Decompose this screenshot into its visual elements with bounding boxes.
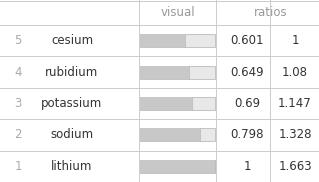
- Bar: [140, 128, 215, 141]
- Bar: [140, 160, 215, 173]
- Bar: [140, 66, 189, 79]
- Bar: [140, 66, 215, 79]
- Bar: [140, 34, 215, 47]
- Text: 1.08: 1.08: [282, 66, 308, 79]
- Bar: [140, 34, 185, 47]
- Text: 0.69: 0.69: [234, 97, 260, 110]
- Text: 0.601: 0.601: [230, 34, 264, 47]
- Text: 1.147: 1.147: [278, 97, 312, 110]
- Text: lithium: lithium: [51, 160, 93, 173]
- Text: ratios: ratios: [254, 6, 288, 19]
- Text: 1.663: 1.663: [278, 160, 312, 173]
- Text: potassium: potassium: [41, 97, 103, 110]
- Text: 5: 5: [14, 34, 22, 47]
- Bar: [140, 160, 215, 173]
- Bar: [140, 97, 215, 110]
- Text: sodium: sodium: [50, 128, 93, 141]
- Text: visual: visual: [160, 6, 195, 19]
- Text: 1: 1: [14, 160, 22, 173]
- Text: 1.328: 1.328: [278, 128, 312, 141]
- Text: cesium: cesium: [51, 34, 93, 47]
- Text: 0.649: 0.649: [230, 66, 264, 79]
- Text: 1: 1: [291, 34, 299, 47]
- Bar: [140, 128, 200, 141]
- Bar: [140, 97, 192, 110]
- Text: rubidium: rubidium: [45, 66, 99, 79]
- Text: 2: 2: [14, 128, 22, 141]
- Text: 0.798: 0.798: [230, 128, 264, 141]
- Text: 3: 3: [14, 97, 22, 110]
- Text: 4: 4: [14, 66, 22, 79]
- Text: 1: 1: [243, 160, 251, 173]
